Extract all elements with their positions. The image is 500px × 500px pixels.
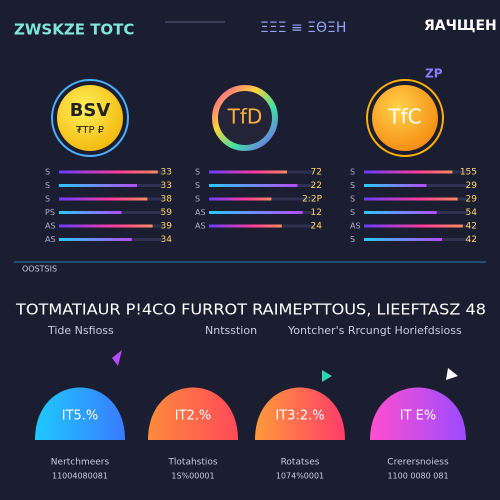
coin [57, 85, 123, 151]
row-label: S [45, 168, 50, 177]
row-value: 38 [161, 195, 173, 205]
coin-sub: ₮TP ₽ [76, 125, 105, 136]
row-bar [59, 197, 148, 201]
row-label: AS [350, 222, 361, 231]
badge: ZP [425, 67, 443, 81]
row-value: 12 [311, 208, 322, 218]
row-bar [209, 211, 303, 214]
subhead: Yontcher's Rrcungt Horiefdsioss [287, 324, 462, 337]
row-bar [209, 197, 272, 201]
row-value: 42 [466, 222, 477, 232]
row-bar [59, 224, 153, 228]
flag [446, 368, 458, 380]
row-label: AS [195, 222, 206, 231]
card-name: Nertchmeers [51, 458, 110, 468]
row-value: 33 [161, 168, 172, 178]
dome [370, 387, 466, 440]
subhead: Tide Nsfioss [47, 324, 114, 337]
row-bar [209, 170, 287, 174]
row-value: 155 [460, 168, 477, 178]
row-bar [364, 238, 442, 241]
header-right: ЯAЧЩEH [424, 18, 497, 34]
row-value: 24 [311, 222, 323, 232]
row-value: 59 [161, 208, 173, 218]
row-label: S [195, 168, 200, 177]
flag [112, 350, 122, 366]
logo: ZWSKZE TOTC [14, 21, 134, 39]
row-bar [209, 184, 298, 187]
row-label: AS [45, 222, 56, 231]
dome-value: IT5.% [62, 409, 99, 424]
coin [372, 85, 438, 151]
row-label: S [350, 235, 355, 244]
coin [212, 85, 278, 151]
row-label: S [350, 195, 355, 204]
row-bar [364, 170, 453, 174]
row-label: PS [45, 208, 55, 217]
card-code: 1074%0001 [276, 472, 324, 481]
row-bar [364, 211, 437, 214]
row-value: 33 [161, 181, 172, 191]
dome-value: IT2.% [175, 409, 212, 424]
row-label: S [350, 181, 355, 190]
row-value: 72 [311, 168, 322, 178]
headline: TOTMATIAUR P!4CO FURROT RAIMEPTTOUS, LIE… [15, 301, 486, 319]
coin-ring [51, 79, 129, 157]
card-name: Crerersnoiess [387, 458, 449, 468]
row-value: 54 [466, 208, 478, 218]
row-bar [59, 238, 132, 241]
row-value: 29 [466, 195, 478, 205]
coin-label: TfD [227, 105, 263, 129]
row-label: S [45, 195, 50, 204]
dome-value: IT E% [400, 409, 436, 424]
row-bar [364, 197, 458, 201]
row-bar [59, 170, 158, 174]
card-code: 1100 0080 081 [387, 472, 448, 481]
row-bar [364, 184, 427, 187]
flag [322, 370, 332, 382]
card-name: Rotatses [281, 458, 320, 468]
dome-value: IT3:2.% [275, 409, 324, 424]
coin-label: BSV [70, 100, 111, 121]
row-label: S [350, 168, 355, 177]
subhead: Nntsstion [205, 324, 257, 337]
row-label: S [195, 181, 200, 190]
card-code: 11004080081 [52, 472, 108, 481]
row-label: S [195, 195, 200, 204]
row-label: AS [45, 235, 56, 244]
row-bar [364, 224, 463, 228]
row-value: 34 [161, 235, 173, 245]
row-bar [59, 184, 137, 187]
row-label: S [350, 208, 355, 217]
coin-label: TfC [387, 105, 421, 129]
row-value: 22 [311, 181, 322, 191]
row-label: S [45, 181, 50, 190]
divider-label: OOSTSIS [22, 265, 57, 274]
dome [255, 387, 345, 440]
dome [148, 387, 238, 440]
coin-ring [366, 79, 444, 157]
card-name: Tlotahstios [167, 458, 217, 468]
row-bar [59, 211, 122, 214]
header-center: ΞΞΞ ≡ ΞΘΞH [260, 20, 346, 36]
row-value: 39 [161, 222, 173, 232]
row-bar [209, 224, 282, 228]
row-value: 2:2P [302, 195, 322, 205]
row-value: 29 [466, 181, 478, 191]
dome [35, 387, 125, 440]
row-label: AS [195, 208, 206, 217]
row-value: 42 [466, 235, 477, 245]
card-code: 1S%00001 [171, 472, 214, 481]
